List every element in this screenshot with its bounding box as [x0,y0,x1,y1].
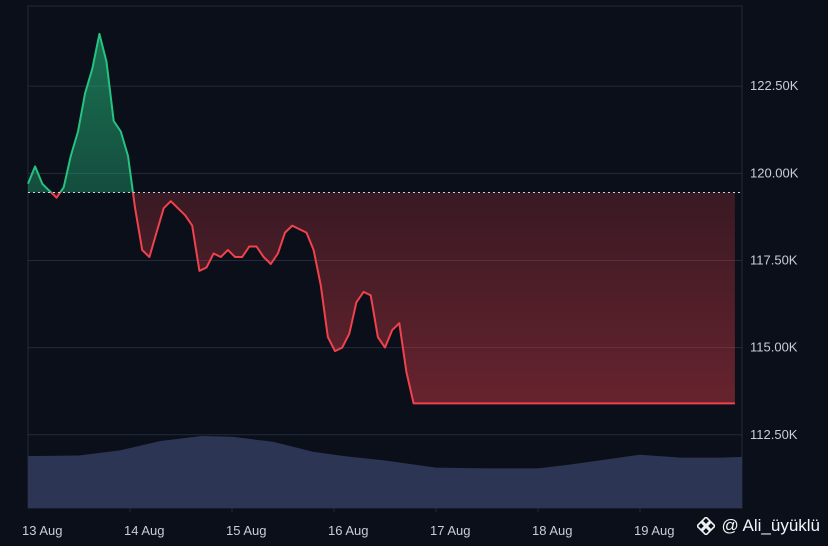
y-axis-ticks: 112.50K 115.00K 117.50K 120.00K 122.50K [750,78,799,442]
x-tick-label: 15 Aug [226,523,267,538]
x-tick-label: 14 Aug [124,523,165,538]
price-line [27,32,735,405]
price-line-down [49,192,735,405]
binance-logo-icon [696,515,717,537]
y-tick-label: 117.50K [750,252,798,267]
y-tick-label: 122.50K [750,78,799,93]
x-tick-label: 18 Aug [532,523,573,538]
y-tick-label: 120.00K [750,165,799,180]
y-tick-label: 112.50K [750,427,798,442]
x-tick-label: 13 Aug [22,523,63,538]
watermark-text: @ Ali_üyüklü [721,516,820,535]
y-tick-label: 115.00K [750,340,798,355]
price-fill [28,33,735,404]
x-tick-label: 16 Aug [328,523,369,538]
up-area [28,33,133,193]
x-tick-label: 17 Aug [430,523,471,538]
watermark: @ Ali_üyüklü [696,515,820,537]
volume-shape [28,436,742,508]
down-area [28,192,735,404]
x-tick-label: 19 Aug [634,523,675,538]
x-axis-ticks: 13 Aug 14 Aug 15 Aug 16 Aug 17 Aug 18 Aug 19 A… [22,523,675,538]
volume-area [28,436,742,508]
